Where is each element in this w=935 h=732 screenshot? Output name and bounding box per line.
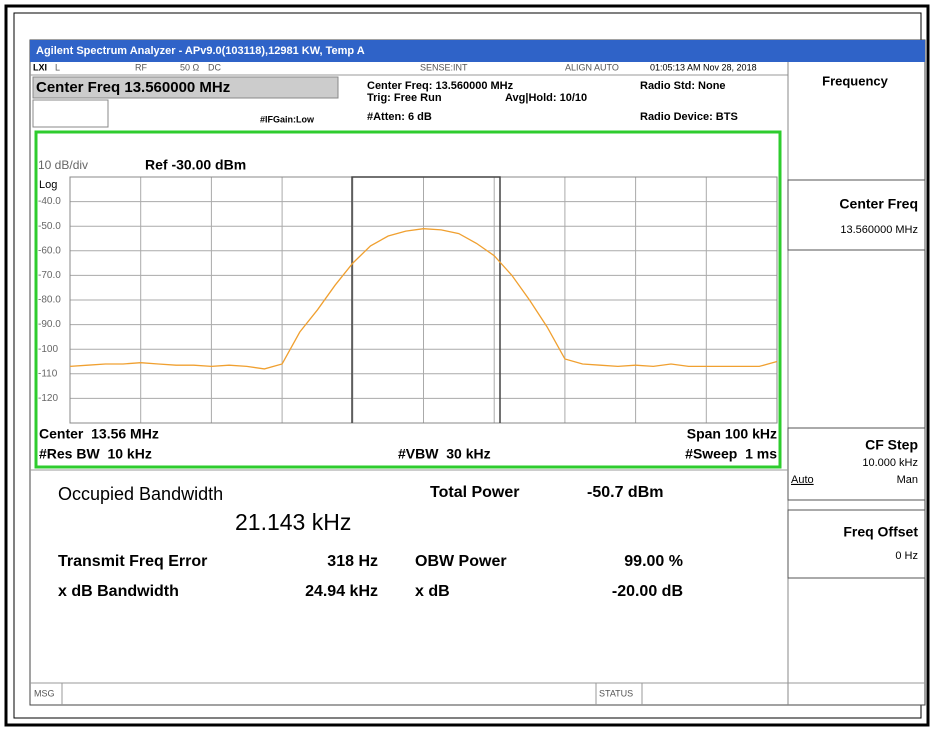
softkey[interactable] bbox=[787, 509, 926, 579]
result-value: 24.94 kHz bbox=[305, 583, 378, 600]
entry-box[interactable] bbox=[32, 99, 109, 128]
status-impedance: 50 Ω bbox=[180, 62, 200, 72]
softkey-value: 10.000 kHz bbox=[862, 457, 918, 469]
center-freq-box[interactable] bbox=[32, 76, 339, 99]
result-value: 318 Hz bbox=[327, 553, 378, 570]
atten: #Atten: 6 dB bbox=[367, 111, 432, 123]
y-tick-label: -70.0 bbox=[38, 270, 61, 281]
result-label: OBW Power bbox=[415, 553, 507, 570]
result-value: 21.143 kHz bbox=[235, 509, 351, 535]
status-datetime: 01:05:13 AM Nov 28, 2018 bbox=[650, 62, 757, 72]
result-label: x dB bbox=[415, 583, 450, 600]
center-label: Center 13.56 MHz bbox=[39, 426, 159, 442]
radio-std: Radio Std: None bbox=[640, 80, 726, 92]
reference-level: Ref -30.00 dBm bbox=[145, 157, 246, 173]
span-label: Span 100 kHz bbox=[687, 426, 777, 442]
softkey-value: 0 Hz bbox=[895, 550, 918, 562]
status-coupling: DC bbox=[208, 62, 221, 72]
scale: 10 dB/div bbox=[38, 158, 88, 172]
status-rf: RF bbox=[135, 62, 147, 72]
menu-title: Frequency bbox=[822, 73, 889, 88]
status-sense: SENSE:INT bbox=[420, 62, 468, 72]
trig: Trig: Free Run bbox=[367, 92, 442, 104]
y-tick-label: -60.0 bbox=[38, 245, 61, 256]
result-value: -50.7 dBm bbox=[587, 484, 663, 501]
window-title: Agilent Spectrum Analyzer - APv9.0(10311… bbox=[36, 45, 365, 57]
softkey[interactable] bbox=[787, 427, 926, 501]
vbw-label: #VBW 30 kHz bbox=[398, 446, 491, 462]
header-center-freq: Center Freq: 13.560000 MHz bbox=[367, 80, 514, 92]
radio-device: Radio Device: BTS bbox=[640, 111, 738, 123]
center-freq-box-text: Center Freq 13.560000 MHz bbox=[36, 79, 230, 96]
result-label: x dB Bandwidth bbox=[58, 583, 179, 600]
y-tick-label: -90.0 bbox=[38, 319, 61, 330]
grid: -40.0 -50.0 -60.0 -70.0 -80.0 -90.0 -100 -110 -1… bbox=[38, 177, 777, 423]
status-align: ALIGN AUTO bbox=[565, 62, 619, 72]
outer-frame bbox=[4, 4, 930, 727]
softkey-label: Center Freq bbox=[839, 196, 918, 212]
title-bar bbox=[30, 40, 925, 62]
result-value: 99.00 % bbox=[624, 553, 683, 570]
y-tick-label: -100 bbox=[38, 344, 58, 355]
trace bbox=[69, 228, 778, 370]
softkey-label: CF Step bbox=[865, 437, 918, 453]
obw-bracket bbox=[351, 176, 501, 423]
status: STATUS bbox=[599, 688, 633, 698]
y-tick-label: -40.0 bbox=[38, 196, 61, 207]
softkey-man: Man bbox=[897, 474, 918, 486]
result-label: Occupied Bandwidth bbox=[58, 484, 223, 504]
softkey-value: 13.560000 MHz bbox=[840, 224, 918, 236]
ifgain: #IFGain:Low bbox=[260, 114, 315, 124]
softkey-auto: Auto bbox=[791, 474, 814, 486]
y-tick-label: -50.0 bbox=[38, 221, 61, 232]
lxi: LXI bbox=[33, 62, 47, 72]
y-tick-label: -120 bbox=[38, 393, 58, 404]
softkey[interactable] bbox=[787, 179, 926, 251]
res-bw-label: #Res BW 10 kHz bbox=[39, 446, 152, 462]
sweep-label: #Sweep 1 ms bbox=[685, 446, 777, 462]
y-tick-label: -80.0 bbox=[38, 295, 61, 306]
status-l: L bbox=[55, 62, 60, 72]
log-label: Log bbox=[39, 179, 57, 191]
result-label: Transmit Freq Error bbox=[58, 553, 207, 570]
result-value: -20.00 dB bbox=[612, 583, 683, 600]
avg-hold: Avg|Hold: 10/10 bbox=[505, 92, 587, 104]
plot bbox=[69, 228, 778, 370]
softkey-label: Freq Offset bbox=[843, 524, 918, 540]
y-tick-label: -110 bbox=[38, 368, 58, 379]
msg: MSG bbox=[34, 688, 55, 698]
result-label: Total Power bbox=[430, 484, 520, 501]
